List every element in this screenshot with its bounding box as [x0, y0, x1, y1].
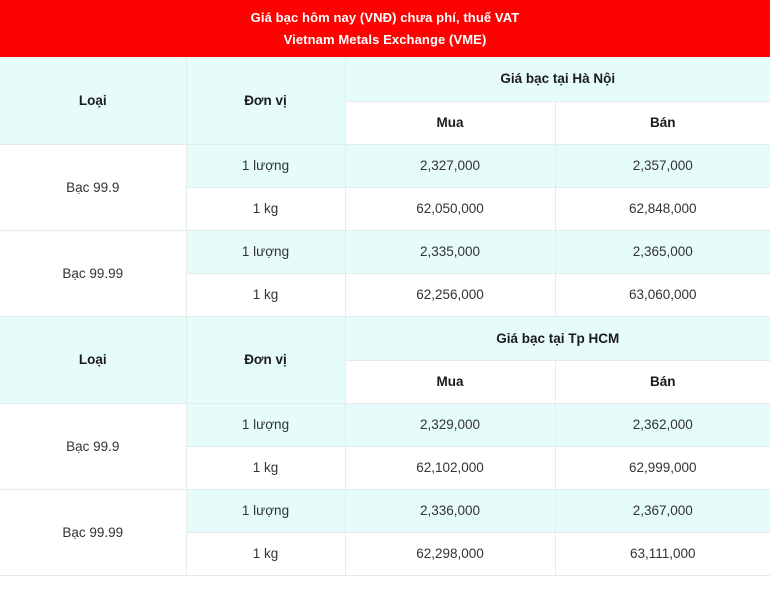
buy-column-header-hanoi: Mua — [344, 100, 556, 145]
unit-cell: 1 kg — [185, 186, 346, 231]
sell-price-cell: 62,848,000 — [554, 186, 770, 231]
buy-price-cell: 2,336,000 — [344, 488, 556, 533]
sell-column-header-hcm: Bán — [554, 359, 770, 404]
sell-price-cell: 2,367,000 — [554, 488, 770, 533]
type-cell: Bạc 99.9 — [0, 402, 187, 490]
type-cell: Bạc 99.99 — [0, 488, 187, 576]
buy-price-cell: 62,102,000 — [344, 445, 556, 490]
silver-price-table: Loại Đơn vị Giá bạc tại Hà Nội Mua Bán B… — [0, 56, 770, 576]
unit-cell: 1 lượng — [185, 402, 346, 447]
unit-column-header-hanoi: Đơn vị — [185, 56, 346, 145]
banner-subtitle: Vietnam Metals Exchange (VME) — [283, 31, 487, 47]
unit-cell: 1 kg — [185, 531, 346, 576]
unit-cell: 1 lượng — [185, 488, 346, 533]
sell-price-cell: 2,357,000 — [554, 143, 770, 188]
unit-cell: 1 lượng — [185, 229, 346, 274]
type-cell: Bạc 99.99 — [0, 229, 187, 317]
buy-price-cell: 2,327,000 — [344, 143, 556, 188]
unit-cell: 1 kg — [185, 272, 346, 317]
sell-price-cell: 63,060,000 — [554, 272, 770, 317]
sell-price-cell: 2,365,000 — [554, 229, 770, 274]
type-column-header-hanoi: Loại — [0, 56, 187, 145]
type-column-header-hcm: Loại — [0, 315, 187, 404]
sell-price-cell: 2,362,000 — [554, 402, 770, 447]
banner-title: Giá bạc hôm nay (VNĐ) chưa phí, thuế VAT — [250, 9, 520, 25]
buy-price-cell: 2,335,000 — [344, 229, 556, 274]
buy-column-header-hcm: Mua — [344, 359, 556, 404]
unit-column-header-hcm: Đơn vị — [185, 315, 346, 404]
unit-cell: 1 kg — [185, 445, 346, 490]
buy-price-cell: 62,256,000 — [344, 272, 556, 317]
buy-price-cell: 62,298,000 — [344, 531, 556, 576]
unit-cell: 1 lượng — [185, 143, 346, 188]
type-cell: Bạc 99.9 — [0, 143, 187, 231]
sell-price-cell: 62,999,000 — [554, 445, 770, 490]
buy-price-cell: 62,050,000 — [344, 186, 556, 231]
group-header-hcm: Giá bạc tại Tp HCM — [344, 315, 770, 361]
price-banner: Giá bạc hôm nay (VNĐ) chưa phí, thuế VAT… — [0, 0, 770, 57]
sell-column-header-hanoi: Bán — [554, 100, 770, 145]
table-bottom-border — [0, 575, 770, 576]
buy-price-cell: 2,329,000 — [344, 402, 556, 447]
group-header-hanoi: Giá bạc tại Hà Nội — [344, 56, 770, 102]
sell-price-cell: 63,111,000 — [554, 531, 770, 576]
